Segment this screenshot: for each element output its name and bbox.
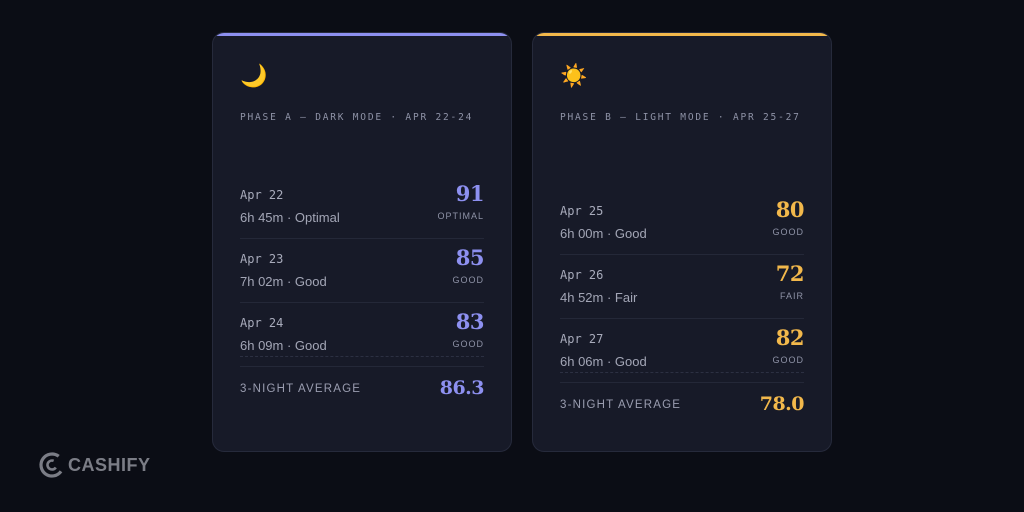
average-label: 3-NIGHT AVERAGE	[560, 399, 682, 411]
cashify-logo-text: CASHIFY	[68, 454, 151, 475]
average-divider	[240, 356, 484, 357]
night-score-label: GOOD	[452, 339, 484, 349]
night-detail: 4h 52m · Fair	[560, 290, 638, 305]
night-detail: 6h 06m · Good	[560, 354, 647, 369]
night-row: Apr 24 6h 09m · Good 83 GOOD	[240, 303, 485, 367]
night-score-label: OPTIMAL	[437, 211, 484, 221]
night-date: Apr 22	[240, 188, 284, 202]
phase-a-accent-bar	[213, 33, 511, 36]
phase-a-night-list: Apr 22 6h 45m · Optimal 91 OPTIMAL Apr 2…	[240, 175, 485, 367]
sun-icon: ☀️	[560, 64, 588, 89]
night-detail: 6h 09m · Good	[240, 338, 327, 353]
night-score: 91	[455, 181, 485, 206]
night-score-label: FAIR	[779, 291, 804, 301]
night-score: 82	[775, 325, 805, 350]
night-row: Apr 25 6h 00m · Good 80 GOOD	[560, 191, 805, 255]
cashify-watermark: CASHIFY	[38, 450, 151, 480]
night-score: 72	[775, 261, 805, 286]
night-score-label: GOOD	[772, 355, 804, 365]
average-value: 86.3	[439, 377, 485, 399]
crescent-moon-icon: 🌙	[240, 64, 268, 89]
night-score: 80	[775, 197, 805, 222]
night-score: 85	[455, 245, 485, 270]
phase-b-title: PHASE B — LIGHT MODE · APR 25-27	[560, 112, 801, 123]
phase-a-title: PHASE A — DARK MODE · APR 22-24	[240, 112, 474, 123]
night-date: Apr 27	[560, 332, 604, 346]
phase-b-accent-bar	[533, 33, 831, 36]
night-row: Apr 27 6h 06m · Good 82 GOOD	[560, 319, 805, 383]
night-detail: 7h 02m · Good	[240, 274, 327, 289]
night-date: Apr 24	[240, 316, 284, 330]
night-score-label: GOOD	[452, 275, 484, 285]
average-value: 78.0	[759, 393, 805, 415]
night-row: Apr 23 7h 02m · Good 85 GOOD	[240, 239, 485, 303]
average-divider	[560, 372, 804, 373]
night-date: Apr 25	[560, 204, 604, 218]
night-score-label: GOOD	[772, 227, 804, 237]
night-row: Apr 22 6h 45m · Optimal 91 OPTIMAL	[240, 175, 485, 239]
night-score: 83	[455, 309, 485, 334]
phase-a-card: 🌙 PHASE A — DARK MODE · APR 22-24 Apr 22…	[212, 32, 512, 452]
average-label: 3-NIGHT AVERAGE	[240, 383, 362, 395]
phase-b-night-list: Apr 25 6h 00m · Good 80 GOOD Apr 26 4h 5…	[560, 191, 805, 383]
night-date: Apr 26	[560, 268, 604, 282]
night-detail: 6h 45m · Optimal	[240, 210, 340, 225]
night-date: Apr 23	[240, 252, 284, 266]
phase-b-card: ☀️ PHASE B — LIGHT MODE · APR 25-27 Apr …	[532, 32, 832, 452]
night-row: Apr 26 4h 52m · Fair 72 FAIR	[560, 255, 805, 319]
night-detail: 6h 00m · Good	[560, 226, 647, 241]
cashify-logo-icon	[39, 452, 65, 478]
